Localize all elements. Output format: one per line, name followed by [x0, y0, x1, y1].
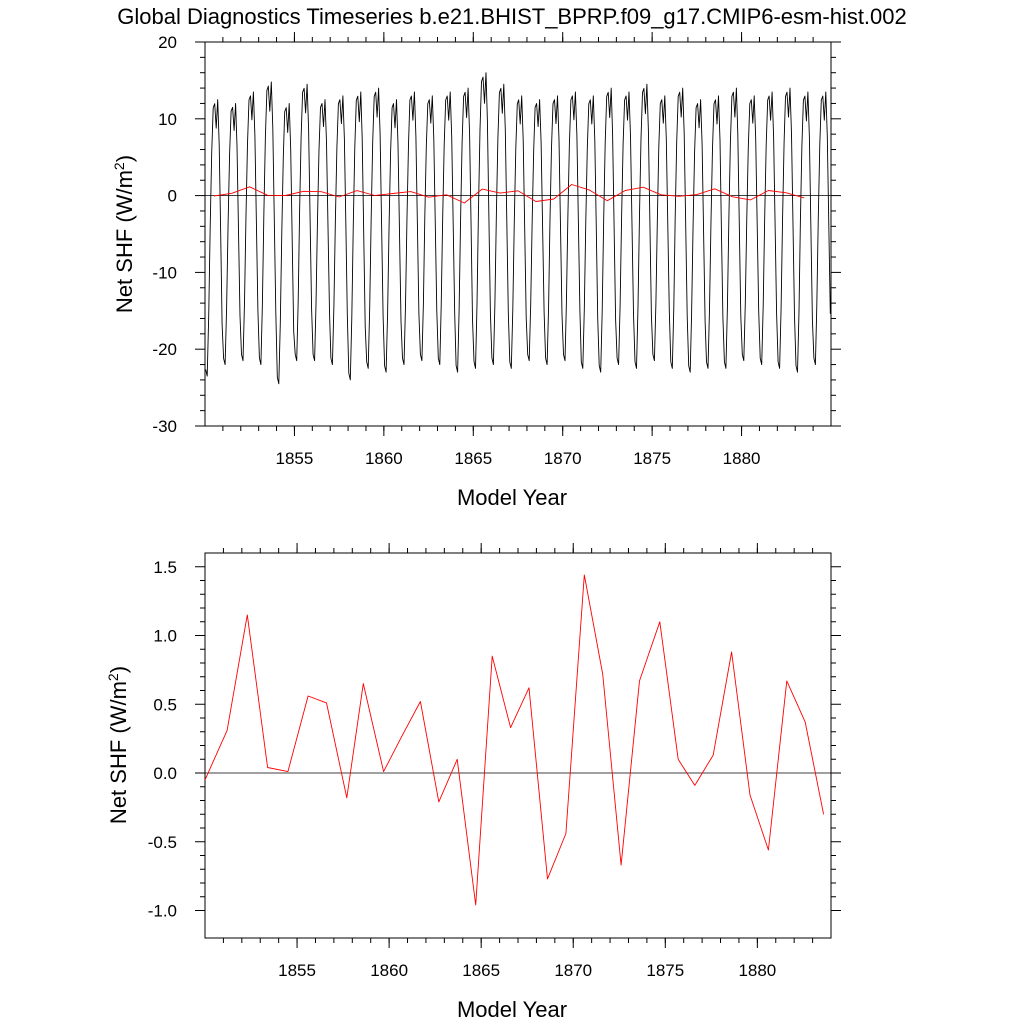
top-axis-ticks: 1855 1860 1865 1870 1875 1880 -30 -20 -10 0 10 20 [152, 32, 841, 468]
top-series [205, 72, 831, 385]
monthly-series-line [205, 72, 831, 385]
x-tick-label: 1870 [544, 449, 582, 468]
x-tick-label: 1875 [633, 449, 671, 468]
bottom-plot-frame [204, 552, 832, 939]
y-tick-label: -1.0 [148, 902, 177, 921]
x-tick-label: 1855 [276, 449, 314, 468]
top-x-axis-label: Model Year [457, 485, 567, 510]
x-tick-label: 1860 [365, 449, 403, 468]
y-tick-label: -0.5 [148, 833, 177, 852]
top-y-axis-label: Net SHF (W/m2) [111, 155, 137, 313]
x-tick-label: 1865 [462, 961, 500, 980]
x-tick-label: 1855 [278, 961, 316, 980]
bottom-series [204, 574, 825, 906]
y-tick-label: -30 [152, 417, 177, 436]
y-tick-label: 0 [168, 187, 177, 206]
y-tick-label: 0.5 [153, 695, 177, 714]
y-tick-label: -10 [152, 263, 177, 282]
top-panel: 1855 1860 1865 1870 1875 1880 -30 -20 -10 0 10 20 M… [111, 32, 841, 510]
bottom-panel: 1855 1860 1865 1870 1875 1880 -1.0 -0.5 0.0 0.5 1.… [105, 543, 841, 1022]
x-tick-label: 1860 [370, 961, 408, 980]
x-tick-label: 1880 [738, 961, 776, 980]
annual-series-line [204, 574, 825, 906]
y-tick-label: 0.0 [153, 764, 177, 783]
bottom-y-axis-label: Net SHF (W/m2) [105, 666, 131, 824]
y-tick-label: 1.5 [153, 558, 177, 577]
figure-title: Global Diagnostics Timeseries b.e21.BHIS… [117, 4, 907, 29]
bottom-x-axis-label: Model Year [457, 997, 567, 1022]
top-plot-frame [204, 41, 832, 427]
x-tick-label: 1880 [723, 449, 761, 468]
y-tick-label: 10 [158, 110, 177, 129]
bottom-axis-ticks: 1855 1860 1865 1870 1875 1880 -1.0 -0.5 0.0 0.5 1.… [148, 543, 841, 980]
y-tick-label: -20 [152, 340, 177, 359]
x-tick-label: 1875 [646, 961, 684, 980]
x-tick-label: 1870 [554, 961, 592, 980]
y-tick-label: 1.0 [153, 627, 177, 646]
y-tick-label: 20 [158, 33, 177, 52]
x-tick-label: 1865 [454, 449, 492, 468]
annual-series-line [213, 184, 805, 204]
